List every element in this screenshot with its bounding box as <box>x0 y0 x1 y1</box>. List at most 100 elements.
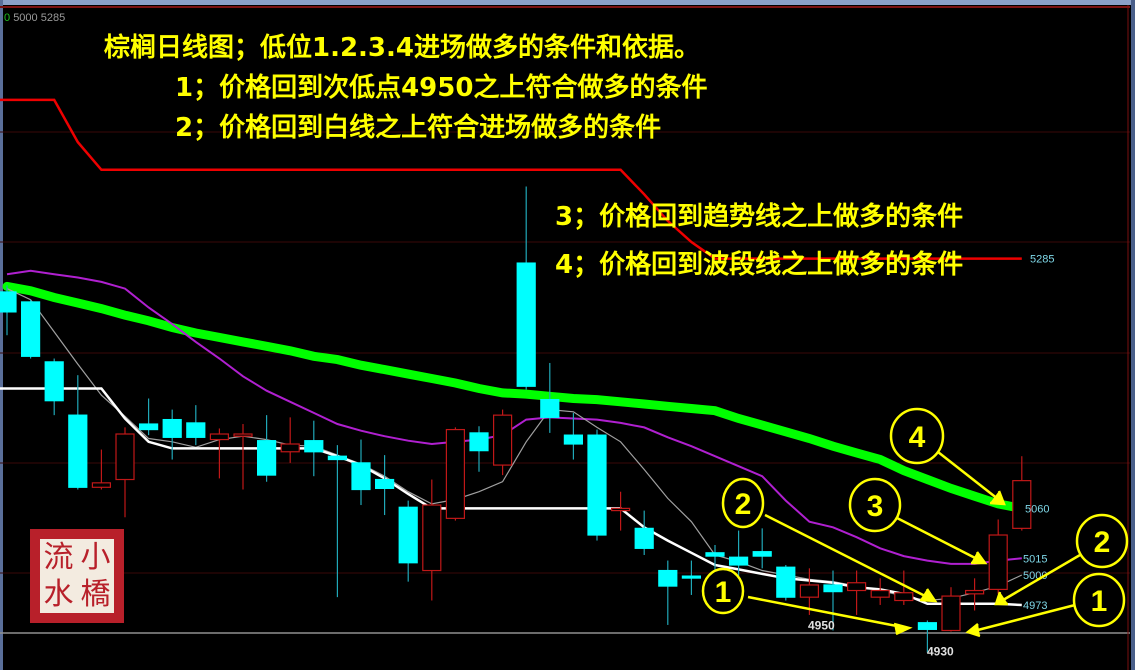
marker-circle-3 <box>848 477 902 533</box>
candle-up <box>1012 456 1032 531</box>
arrow-head <box>971 551 988 565</box>
candle-up <box>209 428 229 479</box>
candle-body <box>0 291 17 313</box>
marker-circle-1-right <box>1072 572 1126 628</box>
candle-body <box>988 534 1008 591</box>
arrow-4 <box>937 451 1004 504</box>
candle-down <box>257 415 277 482</box>
candle-body <box>658 569 678 587</box>
candle-down <box>162 409 182 460</box>
indicator-legend: 0 5000 5285 <box>4 12 65 24</box>
candle-down <box>516 186 536 390</box>
candle-body <box>304 440 324 453</box>
candle-body <box>587 434 607 536</box>
candle-body <box>516 262 536 387</box>
note-4: 4；价格回到波段线之上做多的条件 <box>555 250 964 280</box>
candle-up <box>941 587 961 632</box>
candle-down <box>44 358 64 416</box>
candle-up <box>846 570 867 615</box>
price-label-4930: 4930 <box>927 645 954 659</box>
candle-up <box>115 427 135 518</box>
candle-up <box>422 479 442 601</box>
grid <box>0 5 1130 670</box>
candle-down <box>752 528 772 569</box>
candle-down <box>540 362 560 433</box>
arrow-3 <box>896 516 984 564</box>
candle-down <box>681 560 702 595</box>
candle-down <box>351 439 371 506</box>
arrow-head <box>994 591 1008 606</box>
candle-body <box>776 566 796 598</box>
candle-body <box>280 443 300 453</box>
arrow-head <box>989 490 1006 506</box>
seal-char: 橋 <box>80 577 111 612</box>
seal-logo: 流 小 水 橋 <box>30 529 124 623</box>
legend-zero: 0 <box>4 12 11 24</box>
candle-down <box>375 455 395 516</box>
price-label-4950: 4950 <box>808 619 835 633</box>
legend-values: 5000 5285 <box>13 12 66 24</box>
candle-body <box>162 418 182 438</box>
note-2: 2；价格回到白线之上符合进场做多的条件 <box>175 113 662 143</box>
candle-down <box>398 500 418 582</box>
marker-circle-1-left <box>701 567 745 615</box>
candle-down <box>563 412 584 460</box>
candle-body <box>634 527 654 549</box>
candle-body <box>68 414 88 488</box>
candle-down <box>658 560 678 625</box>
marker-circle-2-right <box>1075 513 1129 569</box>
arrow-2-right <box>997 553 1081 605</box>
candle-down <box>21 299 41 359</box>
candle-down <box>776 564 796 601</box>
candle-down <box>327 445 347 598</box>
candle-body <box>681 575 702 579</box>
candle-down <box>587 429 607 541</box>
candle-body <box>610 507 631 512</box>
candle-up <box>799 568 820 615</box>
candle-down <box>186 405 206 446</box>
candle-body <box>870 589 890 598</box>
candle-down <box>139 398 159 436</box>
candle-body <box>398 506 418 564</box>
top-red-line <box>0 98 1022 260</box>
marker-label-3: 3 <box>867 490 884 523</box>
candle-down <box>469 426 489 472</box>
candle-up <box>280 417 300 463</box>
arrow-2-left <box>764 513 934 602</box>
marker-label-2-right: 2 <box>1094 526 1111 559</box>
annotations <box>701 407 1129 638</box>
marker-circle-2-left <box>721 477 765 529</box>
price-label-5285: 5285 <box>1030 254 1054 266</box>
chart-title: 棕榈日线图；低位1.2.3.4进场做多的条件和依据。 <box>104 33 700 63</box>
candle-up <box>445 427 465 521</box>
window-right-border <box>1131 0 1135 670</box>
candle-up <box>870 578 890 605</box>
candle-down <box>728 530 749 579</box>
candle-body <box>209 433 229 441</box>
candle-body <box>941 595 961 632</box>
note-1: 1；价格回到次低点4950之上符合做多的条件 <box>175 73 708 103</box>
candle-body <box>1012 480 1032 529</box>
note-3: 3；价格回到趋势线之上做多的条件 <box>555 202 964 232</box>
candle-body <box>705 552 725 557</box>
marker-label-1-right: 1 <box>1091 585 1108 618</box>
candle-up <box>894 570 914 605</box>
candle-body <box>894 592 914 602</box>
candle-body <box>327 455 347 461</box>
seal-char: 水 <box>43 577 74 612</box>
marker-label-2-left: 2 <box>735 488 752 521</box>
candle-body <box>233 433 253 437</box>
marker-label-4: 4 <box>909 421 926 454</box>
candle-up <box>964 578 985 611</box>
marker-label-1-left: 1 <box>715 576 732 609</box>
candle-down <box>634 510 654 555</box>
candle-body <box>445 428 465 519</box>
candle-body <box>257 440 277 476</box>
arrow-1-right <box>969 603 1076 634</box>
price-label-5060: 5060 <box>1025 503 1049 515</box>
candle-down <box>0 285 17 336</box>
seal-char: 流 <box>43 540 74 575</box>
candle-body <box>799 584 820 598</box>
arrow-head <box>919 588 938 603</box>
candle-body <box>21 301 41 357</box>
